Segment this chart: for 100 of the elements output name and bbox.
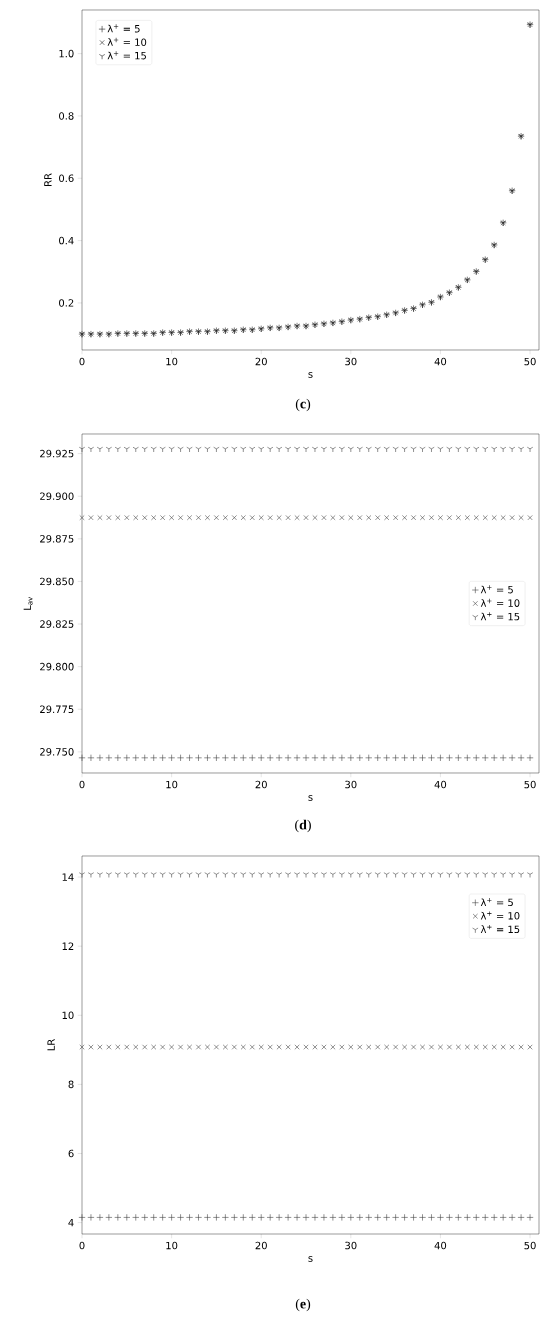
point (392, 754, 400, 762)
point (437, 872, 444, 878)
point (79, 1044, 85, 1050)
point (375, 515, 381, 521)
point (330, 1044, 336, 1050)
point (177, 754, 185, 762)
point (178, 515, 184, 521)
point (123, 754, 131, 762)
point (151, 515, 157, 521)
point (106, 515, 112, 521)
point (338, 1213, 346, 1221)
point (311, 446, 319, 453)
x-tick-label: 20 (255, 1241, 267, 1250)
point (133, 515, 139, 521)
y-tick-label: 29.925 (40, 449, 74, 458)
point (150, 1213, 158, 1221)
point (123, 872, 130, 878)
legend-label: λ$^{+}$ = 15 (107, 51, 146, 60)
point (312, 1044, 318, 1050)
point (169, 1044, 175, 1050)
point (527, 515, 533, 521)
point (96, 872, 103, 878)
point (329, 872, 336, 878)
point (356, 1213, 364, 1221)
point (500, 515, 506, 521)
point (518, 515, 524, 521)
point (392, 446, 399, 453)
point (151, 1044, 157, 1050)
point (257, 1213, 265, 1221)
point (527, 1044, 533, 1050)
point (357, 1044, 363, 1050)
point (195, 1044, 202, 1050)
point (411, 1044, 417, 1050)
point (347, 1213, 355, 1221)
point (186, 872, 193, 878)
point (178, 1044, 184, 1050)
point (123, 1213, 131, 1221)
point (177, 872, 184, 878)
point (78, 754, 86, 762)
x-tick-label: 40 (434, 357, 447, 366)
point (186, 754, 194, 762)
point (97, 1044, 103, 1050)
x-tick-label: 50 (524, 1241, 536, 1250)
text: (e) (295, 1298, 311, 1312)
point (446, 515, 452, 521)
point (311, 754, 319, 762)
point (365, 446, 372, 453)
point (240, 515, 246, 521)
point (499, 1213, 507, 1221)
point (491, 446, 498, 453)
point (356, 446, 363, 453)
point (419, 1044, 426, 1050)
point (472, 754, 480, 762)
point (463, 754, 471, 762)
point (186, 446, 193, 453)
point (401, 1213, 409, 1221)
point (384, 515, 390, 521)
point (482, 446, 489, 453)
point (455, 872, 462, 878)
point (276, 515, 282, 521)
y-tick-label: 1.0 (59, 49, 74, 58)
point (212, 754, 220, 762)
y-tick-label: 29.900 (40, 492, 74, 500)
point (383, 1213, 391, 1221)
point (302, 872, 310, 878)
point (419, 446, 426, 453)
point (248, 1213, 256, 1221)
point (160, 1044, 166, 1050)
point (186, 1044, 193, 1050)
point (257, 754, 265, 762)
point (168, 1213, 176, 1221)
x-tick-label: 40 (434, 780, 447, 789)
point (266, 754, 274, 762)
legend-label: λ$^{+}$ = 10 (480, 598, 520, 607)
point (473, 515, 479, 521)
point (239, 754, 247, 762)
point (114, 754, 122, 762)
point (159, 754, 167, 762)
point (267, 1044, 273, 1050)
point (213, 872, 220, 878)
point (446, 446, 453, 453)
point (338, 872, 345, 878)
point (526, 754, 534, 762)
point (168, 872, 175, 878)
legend-label: λ$^{+}$ = 15 (480, 924, 520, 934)
y-tick-label: 29.850 (40, 577, 74, 586)
point (509, 872, 516, 878)
point (204, 872, 211, 878)
text: (c) (295, 398, 311, 412)
point (78, 446, 86, 453)
point (509, 446, 516, 453)
point (410, 1213, 418, 1221)
x-tick-label: 30 (345, 780, 357, 789)
point (303, 1044, 309, 1050)
point (321, 515, 327, 521)
point (338, 754, 346, 762)
y-tick-label: 0.8 (59, 112, 74, 120)
point (203, 754, 211, 762)
point (114, 872, 121, 878)
point (374, 1213, 382, 1221)
